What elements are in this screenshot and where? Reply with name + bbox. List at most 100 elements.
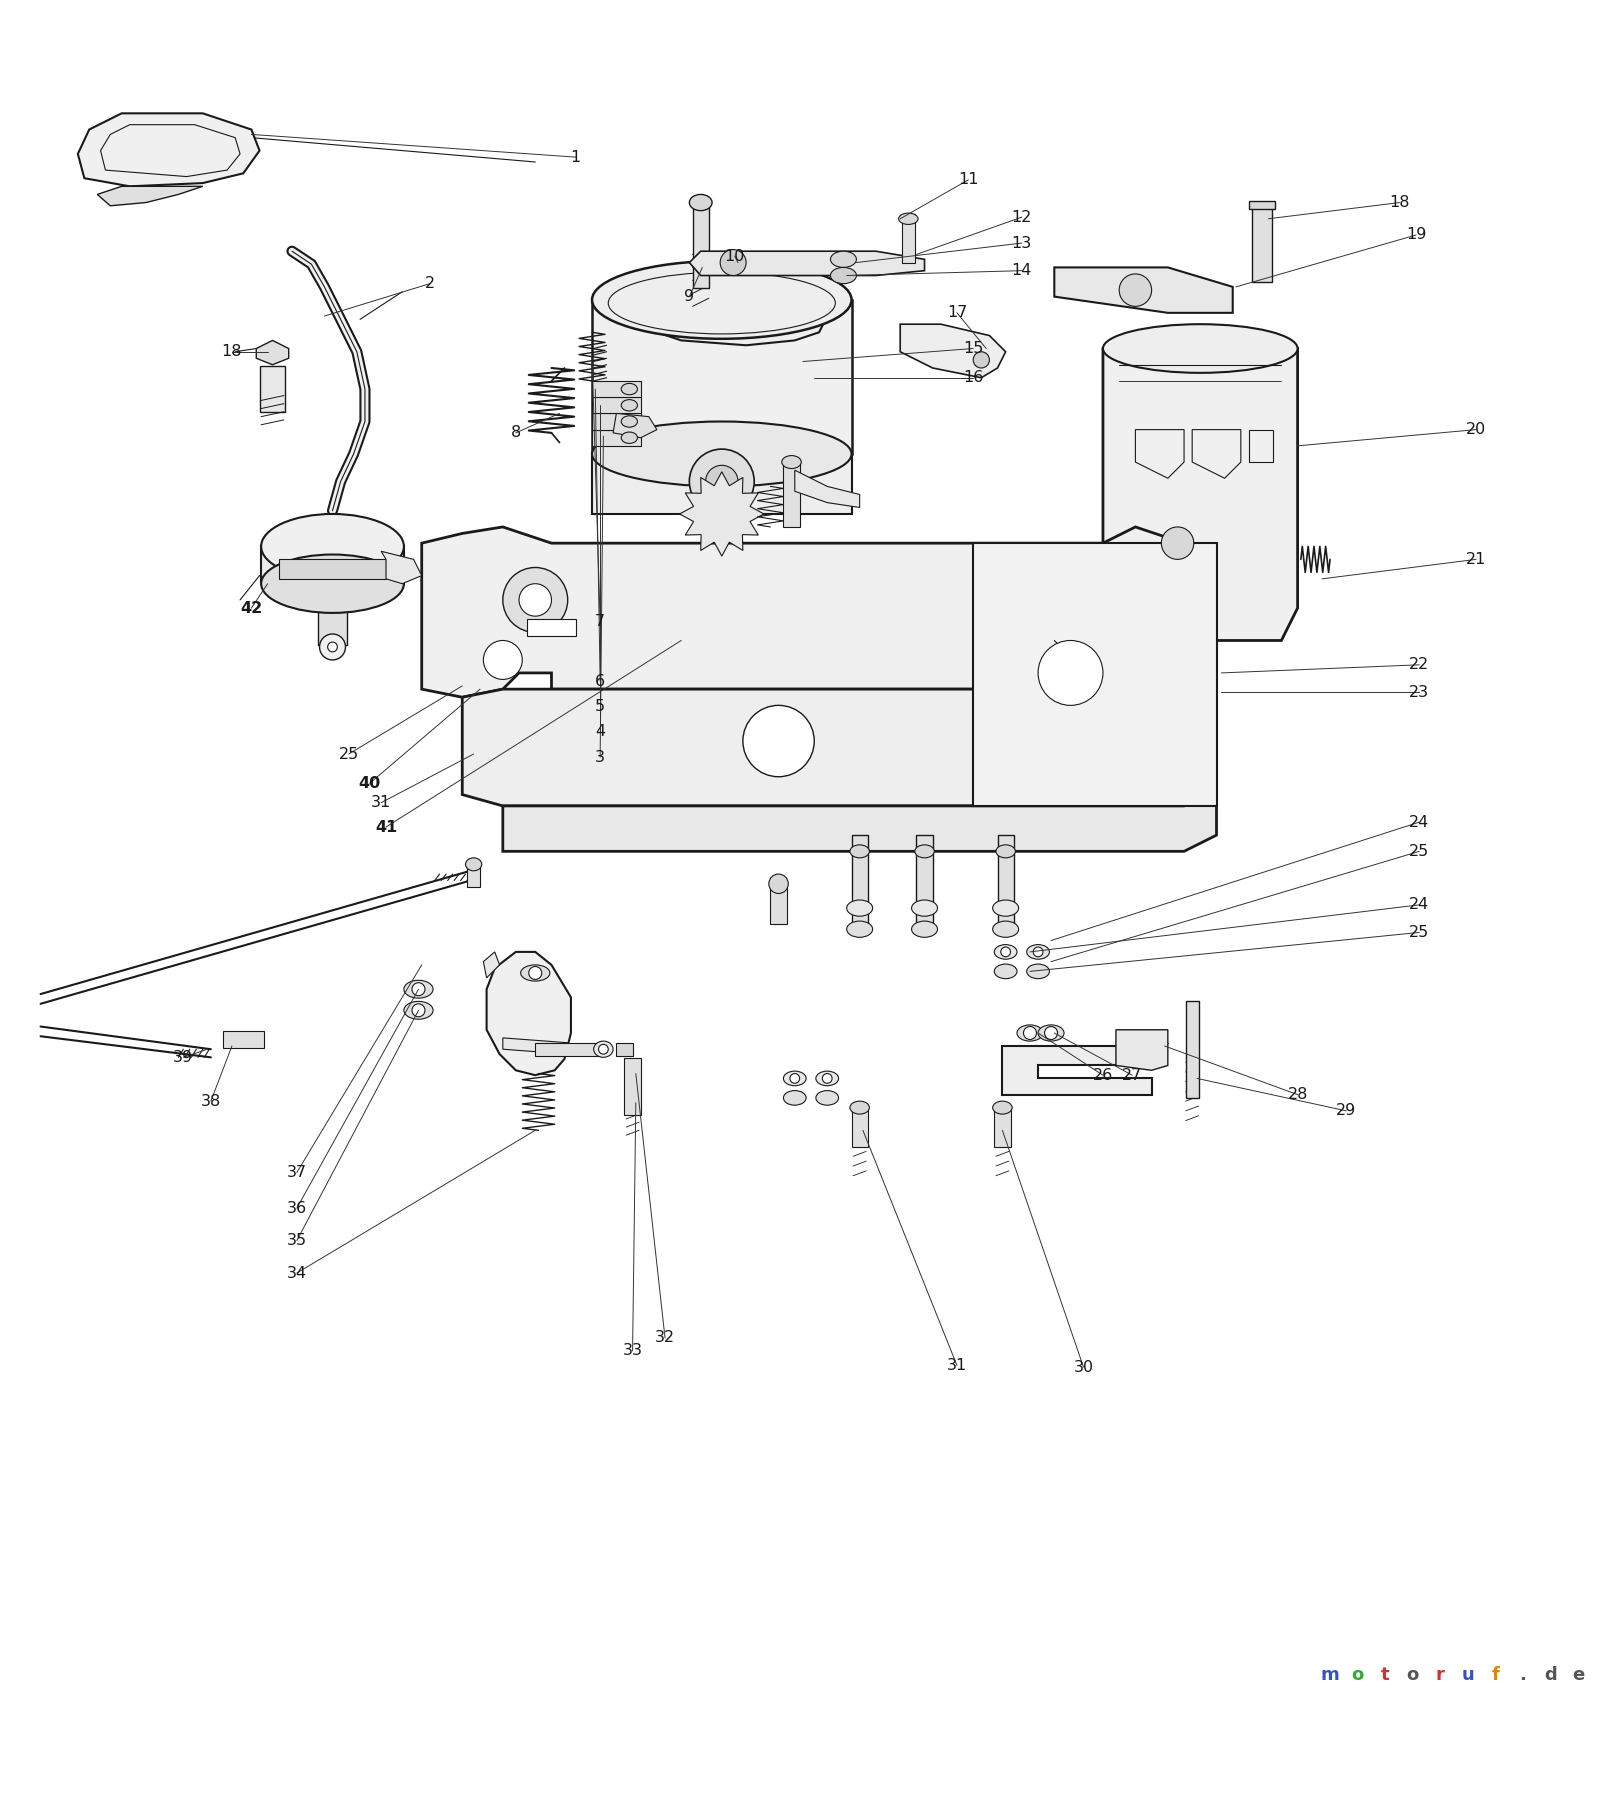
Ellipse shape	[993, 922, 1019, 938]
Text: .: .	[1520, 1667, 1526, 1685]
Ellipse shape	[1038, 1024, 1064, 1040]
Circle shape	[1119, 274, 1152, 306]
Bar	[916, 835, 933, 932]
Circle shape	[706, 466, 738, 499]
Text: 28: 28	[1288, 1087, 1307, 1102]
Polygon shape	[592, 430, 641, 446]
Text: 14: 14	[1012, 263, 1032, 279]
Circle shape	[822, 1073, 832, 1084]
Text: 13: 13	[1012, 236, 1032, 250]
Ellipse shape	[850, 1102, 869, 1114]
Text: 19: 19	[1406, 227, 1426, 243]
Ellipse shape	[1017, 1024, 1043, 1040]
Text: 26: 26	[1093, 1067, 1113, 1082]
Bar	[467, 864, 480, 887]
Circle shape	[599, 1044, 608, 1055]
Polygon shape	[973, 544, 1216, 806]
Ellipse shape	[847, 900, 873, 916]
Bar	[902, 214, 915, 263]
Text: r: r	[1435, 1667, 1445, 1685]
Text: 1: 1	[571, 149, 581, 164]
Bar	[693, 198, 709, 288]
Ellipse shape	[994, 945, 1017, 959]
Polygon shape	[592, 414, 641, 430]
Circle shape	[1038, 641, 1103, 706]
Text: 25: 25	[1410, 844, 1429, 859]
Text: d: d	[1544, 1667, 1557, 1685]
Ellipse shape	[1103, 324, 1298, 373]
Text: 42: 42	[240, 601, 263, 616]
Text: 35: 35	[287, 1233, 307, 1247]
Text: 30: 30	[1074, 1359, 1093, 1375]
Polygon shape	[78, 113, 260, 187]
Polygon shape	[279, 560, 386, 580]
Ellipse shape	[592, 261, 852, 338]
Ellipse shape	[783, 1091, 806, 1105]
Text: 33: 33	[623, 1343, 642, 1359]
Ellipse shape	[915, 844, 934, 859]
Text: 25: 25	[1410, 925, 1429, 940]
Text: 36: 36	[287, 1201, 307, 1215]
Text: 31: 31	[947, 1357, 967, 1373]
Ellipse shape	[830, 252, 856, 268]
Text: 20: 20	[1466, 423, 1486, 437]
Text: 40: 40	[358, 776, 381, 790]
Text: 18: 18	[222, 344, 242, 360]
Ellipse shape	[621, 400, 637, 410]
Circle shape	[769, 875, 788, 893]
Circle shape	[1001, 947, 1011, 958]
Bar	[1252, 203, 1272, 283]
Text: 15: 15	[963, 340, 983, 356]
Polygon shape	[613, 414, 657, 437]
Ellipse shape	[689, 194, 712, 211]
Ellipse shape	[621, 383, 637, 394]
Circle shape	[1045, 1026, 1058, 1039]
Ellipse shape	[912, 922, 938, 938]
Bar	[994, 1107, 1011, 1147]
Ellipse shape	[993, 900, 1019, 916]
Circle shape	[503, 567, 568, 632]
Ellipse shape	[816, 1071, 839, 1085]
Ellipse shape	[404, 981, 433, 999]
Text: u: u	[1461, 1667, 1474, 1685]
Polygon shape	[1054, 268, 1233, 313]
Polygon shape	[592, 398, 641, 414]
Bar	[222, 1031, 263, 1048]
Ellipse shape	[830, 268, 856, 284]
Ellipse shape	[261, 554, 404, 614]
Circle shape	[483, 641, 522, 679]
Text: 3: 3	[595, 751, 605, 765]
Polygon shape	[592, 454, 852, 515]
Text: 32: 32	[655, 1330, 675, 1345]
Ellipse shape	[816, 1091, 839, 1105]
Polygon shape	[1116, 1030, 1168, 1071]
Polygon shape	[487, 952, 571, 1075]
Text: 18: 18	[1390, 194, 1410, 211]
Ellipse shape	[850, 844, 869, 859]
Polygon shape	[592, 301, 852, 454]
Bar	[852, 835, 868, 932]
Bar	[535, 1042, 600, 1057]
Ellipse shape	[466, 859, 482, 871]
Circle shape	[790, 1073, 800, 1084]
Bar	[852, 1107, 868, 1147]
Polygon shape	[592, 382, 641, 398]
Circle shape	[519, 583, 551, 616]
Text: 22: 22	[1410, 657, 1429, 673]
Polygon shape	[503, 1039, 568, 1055]
Text: 8: 8	[511, 425, 521, 441]
Text: 34: 34	[287, 1265, 307, 1280]
Circle shape	[689, 448, 754, 515]
Circle shape	[720, 250, 746, 275]
Text: 11: 11	[959, 173, 978, 187]
Bar	[260, 367, 285, 412]
Text: 4: 4	[595, 724, 605, 738]
Text: 7: 7	[595, 614, 605, 628]
Polygon shape	[616, 1042, 633, 1057]
Polygon shape	[1103, 349, 1298, 641]
Ellipse shape	[521, 965, 550, 981]
Ellipse shape	[912, 900, 938, 916]
Bar	[318, 605, 347, 644]
Bar	[770, 884, 787, 923]
Text: 24: 24	[1410, 815, 1429, 830]
